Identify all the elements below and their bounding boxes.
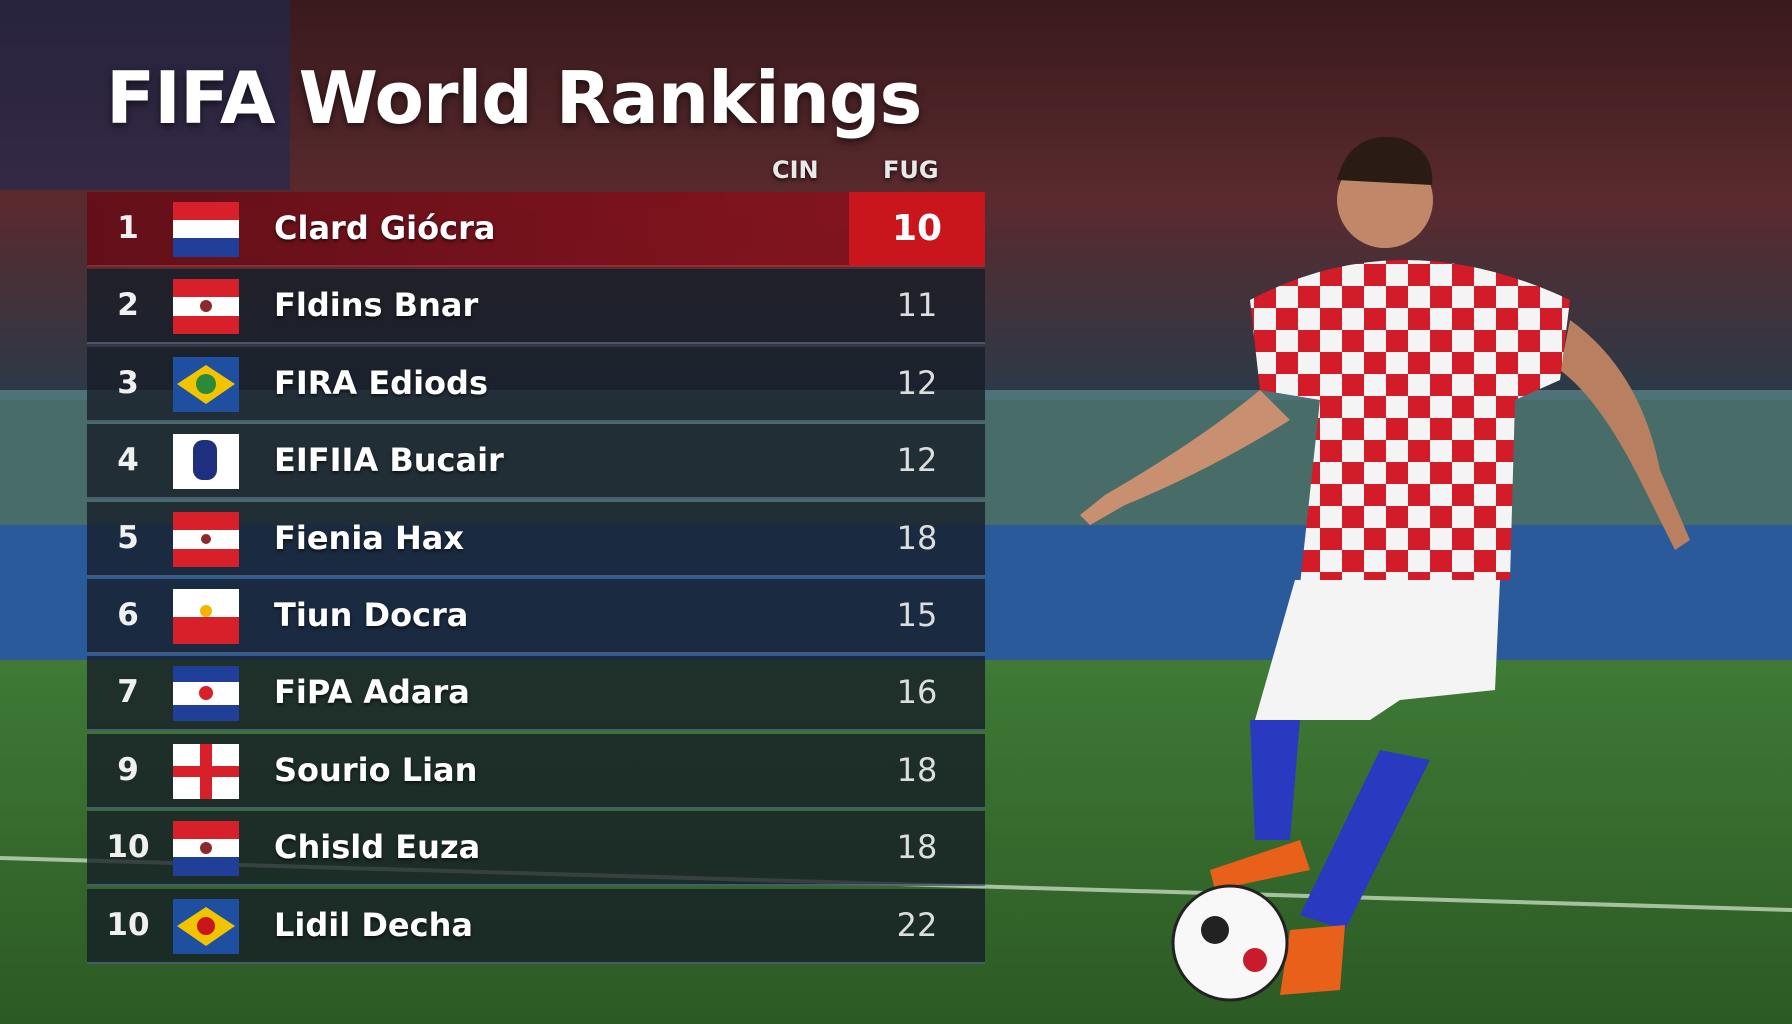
- emblem: [199, 686, 213, 701]
- flag: [173, 511, 239, 567]
- rank: 7: [117, 674, 139, 711]
- ranking-row: 4 EIFIIA Bucair 12: [87, 424, 985, 500]
- hair: [1337, 136, 1433, 185]
- ranking-row: 2 Fldins Bnar 11: [87, 269, 985, 345]
- right-arm: [1560, 320, 1690, 550]
- points: 12: [896, 363, 938, 402]
- flag: [173, 898, 239, 954]
- rank: 2: [117, 287, 139, 324]
- points: 16: [896, 673, 938, 712]
- points: 22: [896, 905, 938, 944]
- flag: [173, 356, 239, 412]
- points: 15: [896, 595, 938, 634]
- team-name: Tiun Docra: [274, 595, 469, 634]
- flag: [173, 666, 239, 722]
- ranking-row: 3 FIRA Ediods 12: [87, 346, 985, 422]
- emblem: [193, 440, 217, 481]
- team-name: EIFIIA Bucair: [274, 441, 504, 480]
- flag: [173, 821, 239, 877]
- flag: [173, 588, 239, 644]
- stripe: [173, 220, 239, 238]
- left-boot: [1210, 840, 1310, 890]
- ranking-row: 7 FiPA Adara 16: [87, 656, 985, 732]
- ranking-row: 10 Chisld Euza 18: [87, 811, 985, 887]
- team-name: Sourio Lian: [274, 750, 478, 789]
- team-name: Clard Giócra: [274, 209, 496, 247]
- points: 10: [849, 192, 985, 265]
- points: 18: [896, 518, 938, 557]
- team-name: FiPA Adara: [274, 673, 470, 712]
- team-name: Fienia Hax: [274, 518, 465, 557]
- title: FIFA World Rankings: [106, 56, 922, 140]
- team-name: Fldins Bnar: [274, 286, 479, 325]
- right-sock: [1300, 750, 1430, 930]
- column-header: CIN: [772, 156, 819, 184]
- rank: 10: [106, 829, 150, 866]
- stripe: [173, 616, 239, 644]
- cross: [173, 765, 239, 777]
- ranking-row: 9 Sourio Lian 18: [87, 733, 985, 809]
- rank: 4: [117, 442, 139, 479]
- team-name: FIRA Ediods: [274, 363, 488, 402]
- right-boot: [1280, 925, 1345, 995]
- emblem: [200, 842, 212, 855]
- player: [1080, 136, 1690, 1002]
- stripe: [173, 238, 239, 257]
- points: 12: [896, 441, 938, 480]
- rank: 5: [117, 519, 139, 556]
- emblem: [197, 916, 215, 935]
- points: 18: [896, 750, 938, 789]
- stripe: [173, 202, 239, 220]
- ranking-row: 5 Fienia Hax 18: [87, 501, 985, 577]
- points: 11: [896, 286, 938, 325]
- left-sock: [1250, 720, 1300, 840]
- emblem: [196, 373, 216, 394]
- rank: 1: [117, 210, 139, 246]
- column-header: FUG: [883, 156, 939, 184]
- team-name: Chisld Euza: [274, 828, 481, 867]
- ball-patch: [1243, 948, 1267, 972]
- rank: 10: [106, 906, 150, 943]
- rank: 3: [117, 364, 139, 401]
- emblem: [200, 604, 212, 617]
- shorts: [1255, 580, 1500, 720]
- rank: 9: [117, 751, 139, 788]
- flag: [173, 434, 239, 490]
- left-arm: [1080, 390, 1290, 525]
- stripe: [173, 821, 239, 840]
- banner: [0, 0, 290, 190]
- flag: [173, 743, 239, 799]
- rank: 6: [117, 596, 139, 633]
- shirt: [1250, 260, 1570, 585]
- ranking-row: 10 Lidil Decha 22: [87, 888, 985, 964]
- ball-patch: [1201, 916, 1229, 944]
- ranking-row: 6 Tiun Docra 15: [87, 578, 985, 654]
- emblem: [201, 533, 211, 544]
- ranking-table: 1 Clard Giócra 10 2 Fldins Bnar 11 3 FIRA Ediod…: [87, 192, 985, 966]
- points: 18: [896, 828, 938, 867]
- ball: [1171, 884, 1289, 1002]
- flag: [173, 279, 239, 335]
- team-name: Lidil Decha: [274, 905, 473, 944]
- stripe: [173, 857, 239, 877]
- flag: [173, 202, 239, 257]
- emblem: [200, 300, 212, 313]
- ranking-row: 1 Clard Giócra 10: [87, 192, 985, 267]
